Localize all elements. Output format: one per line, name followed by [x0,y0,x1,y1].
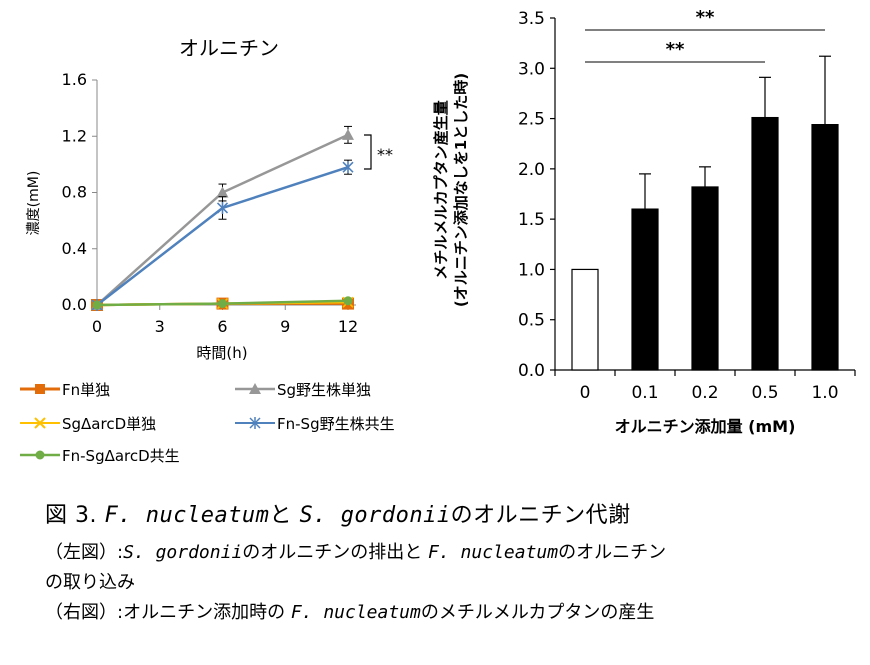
legend-label: Fn-Sg野生株共生 [277,414,395,433]
bar [691,186,719,371]
x-tick-label: 0.2 [691,383,718,403]
ornithine-line-chart: オルニチン 濃度(mM) 時間(h) 0.0 0.4 0.8 1.2 1.6 0 3 6 9 1… [26,36,393,362]
square-marker-icon [20,384,60,394]
y-tick-label: 1.6 [62,70,87,89]
y-tick-label: 0.5 [518,311,545,331]
y-axis-label: メチルメルカプタン産生量 (オルニチン添加なしを1とした時) [432,73,470,307]
y-axis-label-line1: メチルメルカプタン産生量 [432,100,450,280]
y-axis-label-line2: (オルニチン添加なしを1とした時) [452,73,470,307]
legend: Fn単独 Sg野生株単独 SgΔarcD単独 Fn-Sg野生株共生 Fn-SgΔ… [20,376,440,468]
y-tick-label: 1.5 [518,210,545,230]
x-marker-icon [20,417,60,429]
bracket-line [364,134,372,170]
caption-text: （左図）: [45,542,124,563]
series-group [91,125,354,311]
significance-label: ** [377,145,393,164]
significance-label: ** [666,39,685,60]
bar [571,268,599,371]
caption-text: のオルニチン代謝 [450,503,631,528]
x-axis-label: オルニチン添加量 (mM) [615,417,796,436]
legend-item-fn-sg-arcd: Fn-SgΔarcD共生 [20,444,180,466]
y-tick-label: 3.5 [518,9,545,29]
x-tick-label: 0 [580,383,591,403]
legend-label: SgΔarcD単独 [62,414,157,433]
significance-label: ** [696,7,715,28]
y-tick-label: 0.4 [62,239,87,258]
legend-label: Sg野生株単独 [277,380,372,399]
series-line [96,133,349,306]
y-tick-label: 0.0 [518,361,545,381]
caption-title: 図 3. F. nucleatumと S. gordoniiのオルニチン代謝 [45,500,855,532]
star-marker-icon [235,417,275,429]
bars-group [571,55,839,371]
caption-text: のオルニチンの排出と [242,542,423,563]
species-name: F. nucleatum [104,503,270,528]
x-tick-labels: 0 0.1 0.2 0.5 1.0 [580,383,839,403]
x-tick-labels: 0 3 6 9 12 [92,317,358,336]
y-tick-label: 0.0 [62,295,87,314]
species-name: S. gordonii [299,503,451,528]
caption-text: のメチルメルカプタンの産生 [420,602,655,623]
x-tick-label: 12 [338,317,358,336]
data-point [342,128,354,140]
data-point [92,300,102,310]
legend-item-sg-wt: Sg野生株単独 [235,378,371,400]
y-tick-label: 1.0 [518,260,545,280]
bar [751,116,779,371]
caption-text: のオルニチン [558,542,667,563]
data-point [216,186,229,198]
legend-label: Fn単独 [62,380,111,399]
series-3 [91,159,354,311]
x-tick-label: 1.0 [811,383,838,403]
x-tick-label: 9 [280,317,290,336]
y-tick-label: 3.0 [518,59,545,79]
chart-title: オルニチン [179,36,279,60]
legend-item-fn: Fn単独 [20,378,110,400]
methyl-mercaptan-bar-chart: メチルメルカプタン産生量 (オルニチン添加なしを1とした時) オルニチン添加量 … [432,7,856,436]
y-tick-labels: 0.0 0.4 0.8 1.2 1.6 [62,70,87,314]
caption-text: と [269,503,292,528]
data-point [216,201,229,214]
y-tick-label: 0.8 [62,183,87,202]
legend-label: Fn-SgΔarcD共生 [62,446,180,465]
x-axis-label: 時間(h) [196,344,247,362]
x-tick-label: 0 [92,317,102,336]
caption-text: の取り込み [45,572,135,593]
bar [811,124,839,371]
figure-number: 図 3. [45,503,97,528]
caption-left-description-cont: の取り込み [45,568,855,598]
legend-item-sg-arcd: SgΔarcD単独 [20,412,156,434]
species-name: F. nucleatum [428,542,559,563]
y-axis-label: 濃度(mM) [26,171,42,236]
data-point [343,296,353,306]
significance-lines: ** ** [585,7,825,63]
x-tick-label: 3 [155,317,165,336]
data-point [342,161,354,174]
caption-right-description: （右図）:オルニチン添加時の F. nucleatumのメチルメルカプタンの産生 [45,598,855,628]
triangle-marker-icon [235,383,275,394]
caption-left-description: （左図）:S. gordoniiのオルニチンの排出と F. nucleatumの… [45,538,855,568]
series-1 [91,125,354,310]
species-name: S. gordonii [123,542,243,563]
y-tick-label: 2.0 [518,160,545,180]
x-tick-label: 0.5 [751,383,778,403]
x-tick-label: 0.1 [631,383,658,403]
legend-item-fn-sg-wt: Fn-Sg野生株共生 [235,412,395,434]
data-point [218,299,227,309]
significance-bracket: ** [364,134,393,170]
series-4 [92,296,353,310]
caption-text: （右図）:オルニチン添加時の [45,602,286,623]
circle-marker-icon [20,450,60,460]
figure-caption: 図 3. F. nucleatumと S. gordoniiのオルニチン代謝 （… [45,500,855,628]
species-name: F. nucleatum [290,602,421,623]
y-tick-label: 1.2 [62,126,87,145]
y-tick-label: 2.5 [518,110,545,130]
y-tick-labels: 0.0 0.5 1.0 1.5 2.0 2.5 3.0 3.5 [518,9,545,381]
x-tick-label: 6 [217,317,227,336]
bar [631,208,659,371]
